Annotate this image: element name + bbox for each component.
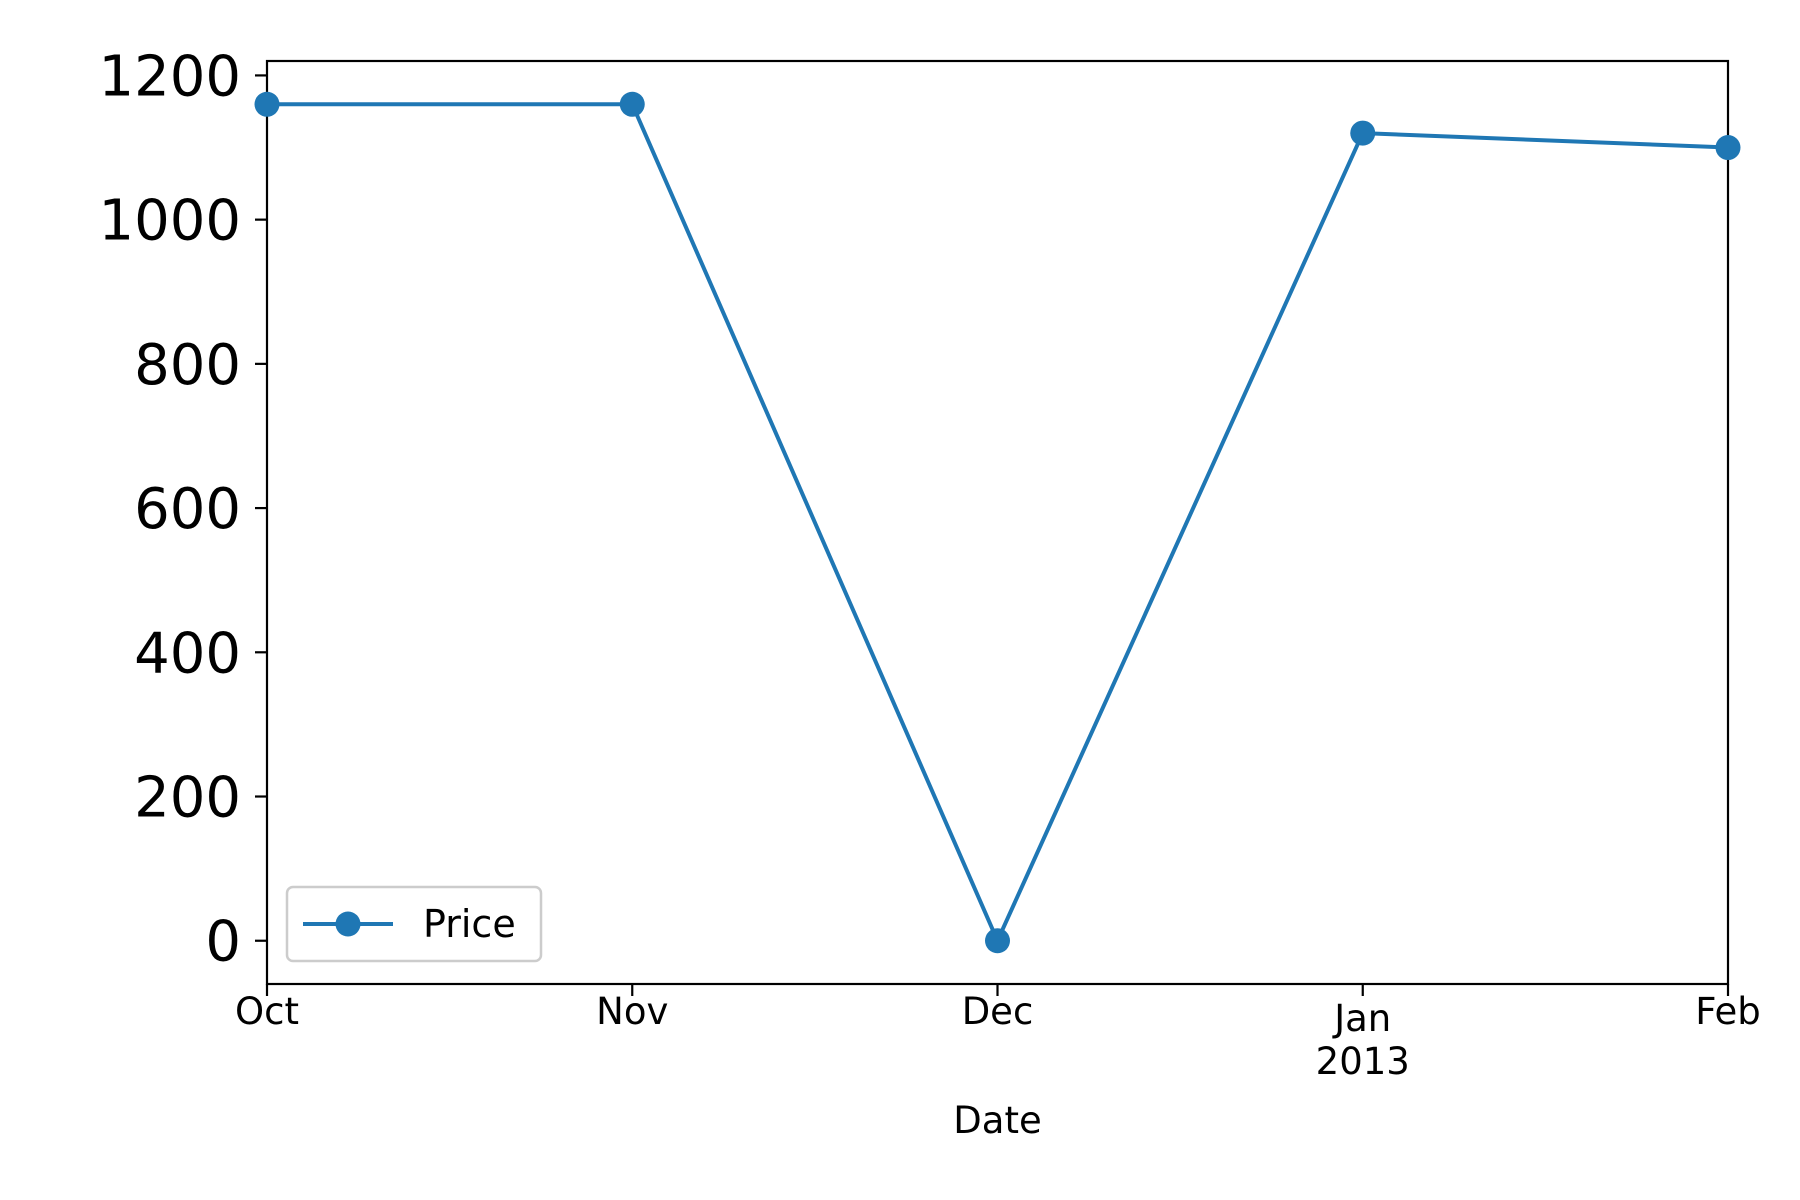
y-tick-label: 1200 bbox=[98, 44, 241, 109]
data-point bbox=[985, 928, 1010, 954]
x-tick-label: Nov bbox=[596, 990, 668, 1033]
y-tick-label: 200 bbox=[134, 766, 241, 831]
y-tick-label: 1000 bbox=[98, 189, 241, 254]
legend-marker bbox=[335, 911, 361, 937]
legend-label: Price bbox=[423, 902, 516, 946]
data-point bbox=[1350, 120, 1376, 146]
x-tick-label: Dec bbox=[962, 990, 1034, 1033]
x-axis-label: Date bbox=[953, 1099, 1041, 1142]
x-tick-label: Jan bbox=[1332, 997, 1391, 1040]
y-tick-label: 600 bbox=[134, 477, 241, 542]
x-tick-label: Feb bbox=[1695, 990, 1761, 1033]
legend-box bbox=[285, 885, 543, 963]
y-tick-label: 0 bbox=[205, 910, 241, 975]
y-axis: 0 200 400 600 800 1000 1200 bbox=[98, 44, 267, 975]
x-tick-sublabel: 2013 bbox=[1316, 1040, 1410, 1083]
data-point bbox=[254, 91, 280, 117]
y-tick-label: 800 bbox=[134, 333, 241, 398]
data-point bbox=[619, 91, 645, 117]
y-tick-label: 400 bbox=[134, 621, 241, 686]
x-tick-label: Oct bbox=[235, 990, 299, 1033]
legend: Price bbox=[285, 885, 543, 963]
data-point bbox=[1715, 135, 1741, 161]
